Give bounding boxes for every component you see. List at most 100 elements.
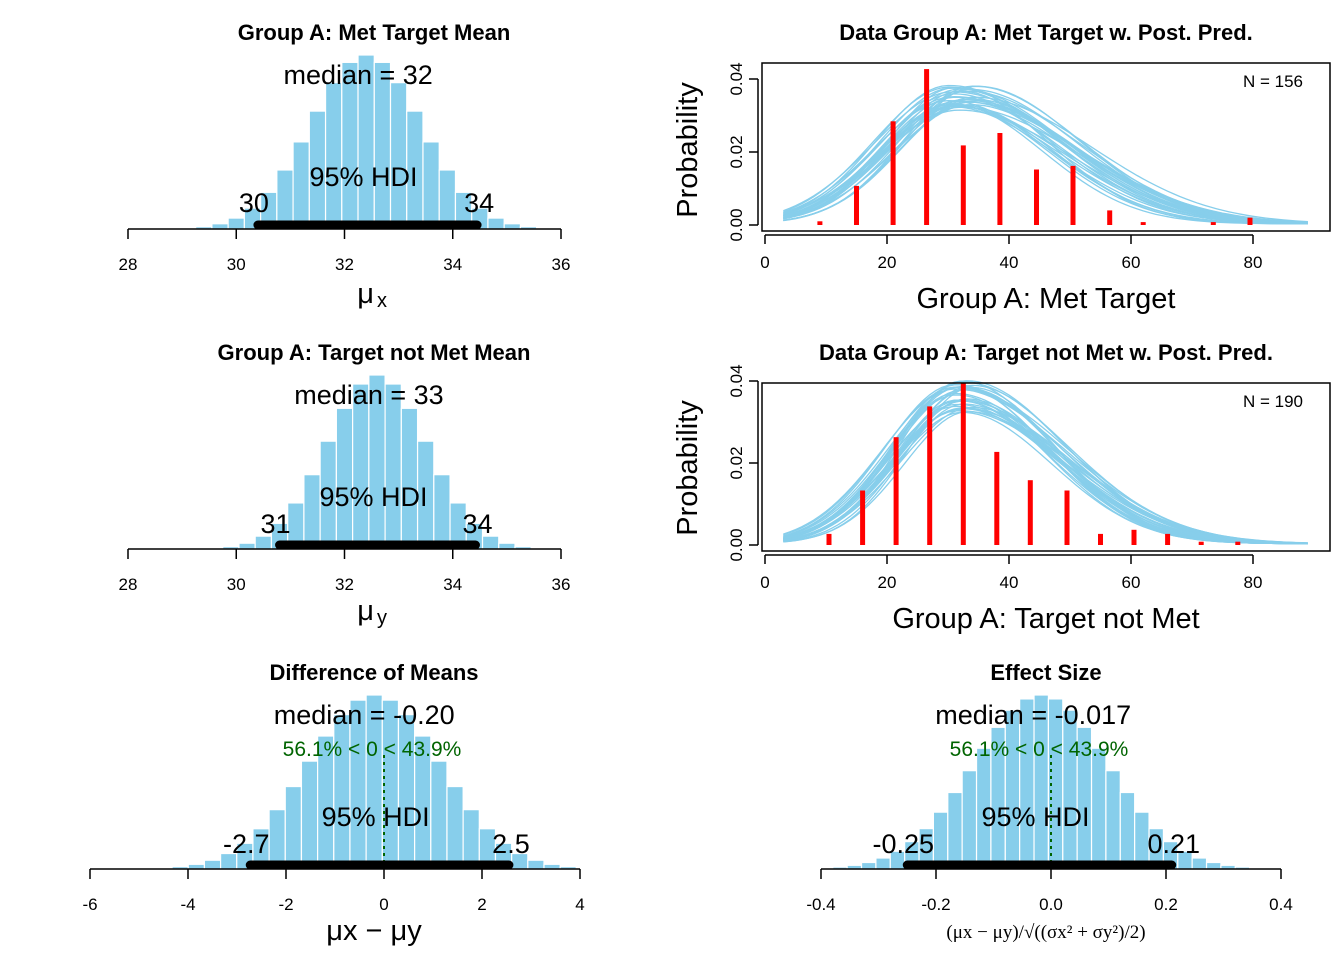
histogram-bar bbox=[1205, 861, 1222, 870]
hdi-high-label: 0.21 bbox=[1147, 829, 1200, 859]
posterior-predictive-curve bbox=[783, 392, 1308, 545]
x-tick-label: 0 bbox=[760, 573, 769, 592]
data-bar bbox=[860, 490, 866, 545]
posterior-predictive-curve bbox=[783, 86, 1308, 224]
histogram-bar bbox=[438, 169, 457, 230]
histogram-bar bbox=[97, 227, 116, 230]
panel-target-not-met-mean: Group A: Target not Met Mean median = 33… bbox=[119, 340, 581, 629]
x-tick-label: 0.4 bbox=[1269, 895, 1293, 914]
x-tick-label: 0.0 bbox=[1039, 895, 1063, 914]
histogram-bar bbox=[462, 809, 480, 870]
hdi-label: 95% HDI bbox=[322, 802, 430, 832]
hdi-low-label: 31 bbox=[261, 509, 291, 539]
hdi-label: 95% HDI bbox=[981, 802, 1089, 832]
histogram-bar bbox=[503, 223, 522, 230]
x-tick-label: 34 bbox=[443, 255, 462, 274]
x-tick-label: 80 bbox=[1244, 253, 1263, 272]
x-tick-label: -6 bbox=[82, 895, 97, 914]
x-tick-label: -2 bbox=[278, 895, 293, 914]
posterior-predictive-curve bbox=[783, 104, 1308, 225]
x-axis-label: (μx − μy)/√((σx² + σy²)/2) bbox=[946, 922, 1145, 943]
data-bar bbox=[1165, 533, 1171, 545]
histogram-bar bbox=[498, 542, 516, 550]
histogram-bar bbox=[947, 791, 963, 870]
x-tick-label: 0.2 bbox=[1154, 895, 1178, 914]
histogram-bar bbox=[617, 227, 635, 230]
data-bar bbox=[1131, 529, 1137, 545]
hdi-low-label: -0.25 bbox=[872, 829, 934, 859]
x-tick-label: 60 bbox=[1122, 573, 1141, 592]
y-tick-label: 0.02 bbox=[727, 446, 746, 479]
histogram-bar bbox=[238, 542, 256, 550]
median-label: median = 33 bbox=[294, 380, 443, 410]
histogram-bar bbox=[300, 760, 319, 870]
x-tick-label: 30 bbox=[227, 575, 246, 594]
histogram-bar bbox=[600, 227, 619, 230]
x-axis-label: μ bbox=[357, 278, 374, 310]
hdi-low-label: 30 bbox=[239, 188, 269, 218]
data-bar bbox=[1064, 490, 1070, 545]
histogram-bar bbox=[1119, 791, 1136, 870]
panel-title: Group A: Target not Met Mean bbox=[218, 340, 531, 365]
posterior-predictive-curve bbox=[783, 93, 1308, 225]
histogram-bar bbox=[932, 811, 949, 870]
y-tick-label: 0.04 bbox=[727, 62, 746, 95]
comparison-label: 56.1% < 0 < 43.9% bbox=[950, 738, 1129, 761]
hdi-high-label: 2.5 bbox=[492, 829, 530, 859]
median-label: median = 32 bbox=[283, 60, 432, 90]
x-axis: 28 30 32 34 36 bbox=[119, 228, 570, 274]
histogram-bar bbox=[292, 141, 310, 230]
histogram-bar bbox=[227, 217, 245, 230]
median-label: median = -0.20 bbox=[274, 700, 455, 730]
data-bar bbox=[960, 383, 966, 545]
histogram-bar bbox=[591, 867, 610, 870]
data-bar bbox=[1070, 165, 1076, 225]
data-bar bbox=[994, 451, 1000, 545]
histogram-bar bbox=[389, 82, 408, 230]
posterior-predictive-curve bbox=[783, 86, 1308, 225]
hdi-low-label: -2.7 bbox=[223, 829, 270, 859]
panel-title: Data Group A: Target not Met w. Post. Pr… bbox=[819, 340, 1273, 365]
data-bar bbox=[826, 533, 832, 545]
panel-met-target-mean: Group A: Met Target Mean median = 32 95%… bbox=[32, 20, 651, 312]
histogram-bar bbox=[303, 474, 321, 550]
data-bar bbox=[1235, 541, 1241, 545]
x-tick-label: 40 bbox=[1000, 573, 1019, 592]
histogram-bar bbox=[789, 867, 805, 870]
histogram-bar bbox=[568, 227, 586, 230]
histogram-bar bbox=[1292, 867, 1308, 870]
data-bar bbox=[997, 133, 1003, 225]
histogram-bar bbox=[1004, 709, 1021, 870]
data-bar bbox=[1210, 222, 1216, 225]
x-axis: 28 30 32 34 36 bbox=[119, 548, 570, 594]
posterior-predictive-curves bbox=[783, 380, 1308, 545]
x-tick-label: -0.4 bbox=[806, 895, 835, 914]
panel-data-met-target: Data Group A: Met Target w. Post. Pred. … bbox=[672, 20, 1331, 315]
median-label: median = -0.017 bbox=[935, 700, 1131, 730]
posterior-predictive-curve bbox=[783, 88, 1308, 224]
histogram-bar bbox=[608, 867, 626, 870]
histogram-bar bbox=[81, 227, 99, 230]
y-tick-label: 0.00 bbox=[727, 528, 746, 561]
posterior-predictive-curve bbox=[783, 96, 1308, 223]
histogram-bar bbox=[1062, 709, 1078, 870]
data-bars bbox=[817, 69, 1253, 225]
data-bar bbox=[817, 221, 823, 225]
histogram-bar bbox=[487, 217, 505, 230]
data-bar bbox=[924, 69, 930, 225]
x-tick-label: 80 bbox=[1244, 573, 1263, 592]
data-bars bbox=[826, 383, 1241, 545]
n-label: N = 156 bbox=[1243, 72, 1303, 91]
histogram-bar bbox=[422, 141, 440, 230]
x-axis-label: μx − μy bbox=[326, 915, 422, 947]
histogram-bar bbox=[774, 867, 791, 870]
panel-title: Group A: Met Target Mean bbox=[238, 20, 511, 45]
histogram-bar bbox=[32, 227, 51, 230]
x-tick-label: 28 bbox=[119, 575, 138, 594]
hdi-label: 95% HDI bbox=[309, 162, 417, 192]
posterior-predictive-curve bbox=[783, 403, 1308, 544]
data-bar bbox=[893, 437, 899, 545]
histogram-bars bbox=[90, 694, 642, 870]
data-bar bbox=[960, 145, 966, 225]
panel-title: Difference of Means bbox=[269, 660, 478, 685]
